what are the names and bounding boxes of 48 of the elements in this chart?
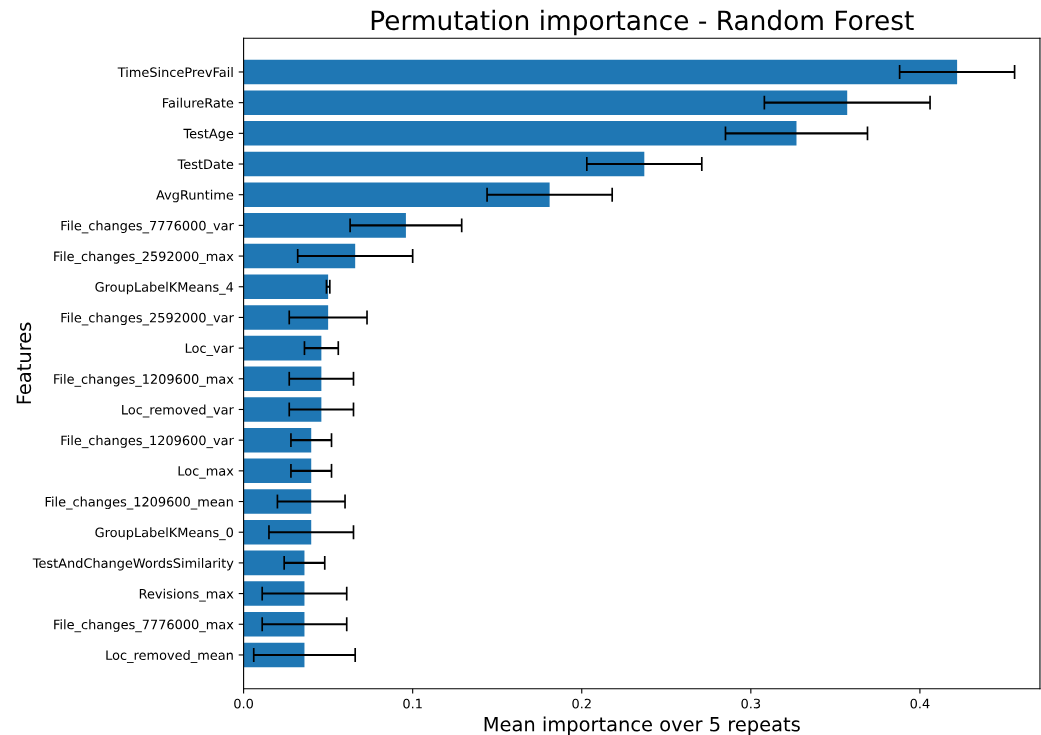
bar [243, 550, 305, 576]
bar [243, 151, 645, 177]
y-tick-label: Loc_max [178, 466, 234, 479]
bar [243, 458, 312, 484]
y-tick-label: Loc_var [185, 343, 234, 356]
y-tick-label: File_changes_2592000_max [54, 251, 234, 265]
y-tick-label: TestAndChangeWordsSimilarity [32, 557, 234, 571]
y-tick-label: TestAge [183, 128, 234, 141]
bar [243, 59, 958, 85]
y-tick-label: File_changes_7776000_max [54, 619, 234, 633]
y-tick-label: Revisions_max [139, 588, 234, 602]
y-axis-title: Features [16, 322, 32, 404]
bar [243, 213, 406, 238]
bar [243, 427, 312, 453]
y-tick-label: Loc_removed_var [122, 404, 234, 418]
bar [243, 489, 312, 514]
y-tick-label: Loc_removed_mean [106, 650, 233, 663]
y-tick-label: File_changes_1209600_mean [45, 496, 233, 510]
y-tick-label: File_changes_2592000_var [61, 312, 234, 326]
bar [243, 642, 305, 668]
y-tick-label: File_changes_1209600_var [61, 435, 234, 449]
bar [243, 90, 848, 115]
y-tick-label: AvgRuntime [156, 189, 234, 203]
chart-title: Permutation importance - Random Forest [371, 9, 914, 36]
y-tick-label: File_changes_7776000_var [61, 220, 234, 234]
bar [243, 121, 797, 146]
y-tick-label: GroupLabelKMeans_4 [95, 281, 234, 295]
bar [243, 581, 305, 606]
y-tick-label: File_changes_1209600_max [54, 373, 234, 387]
bar [243, 274, 329, 300]
y-tick-label: FailureRate [163, 97, 234, 108]
x-tick-label: 0.3 [741, 698, 761, 709]
x-tick-label: 0.0 [234, 698, 254, 709]
bar [243, 397, 322, 422]
y-tick-label: TestDate [177, 159, 234, 170]
bar [243, 611, 305, 637]
bar [243, 243, 356, 269]
bar [243, 519, 312, 545]
bar [243, 366, 322, 392]
y-tick-label: TimeSincePrevFail [117, 67, 233, 78]
x-axis-title: Mean importance over 5 repeats [484, 716, 800, 735]
y-tick-label: GroupLabelKMeans_0 [95, 527, 234, 541]
x-tick-label: 0.4 [910, 698, 930, 709]
bar [243, 335, 322, 361]
x-tick-label: 0.1 [403, 698, 422, 709]
bar [243, 305, 329, 330]
x-tick-label: 0.2 [572, 698, 591, 709]
bar [243, 182, 550, 207]
